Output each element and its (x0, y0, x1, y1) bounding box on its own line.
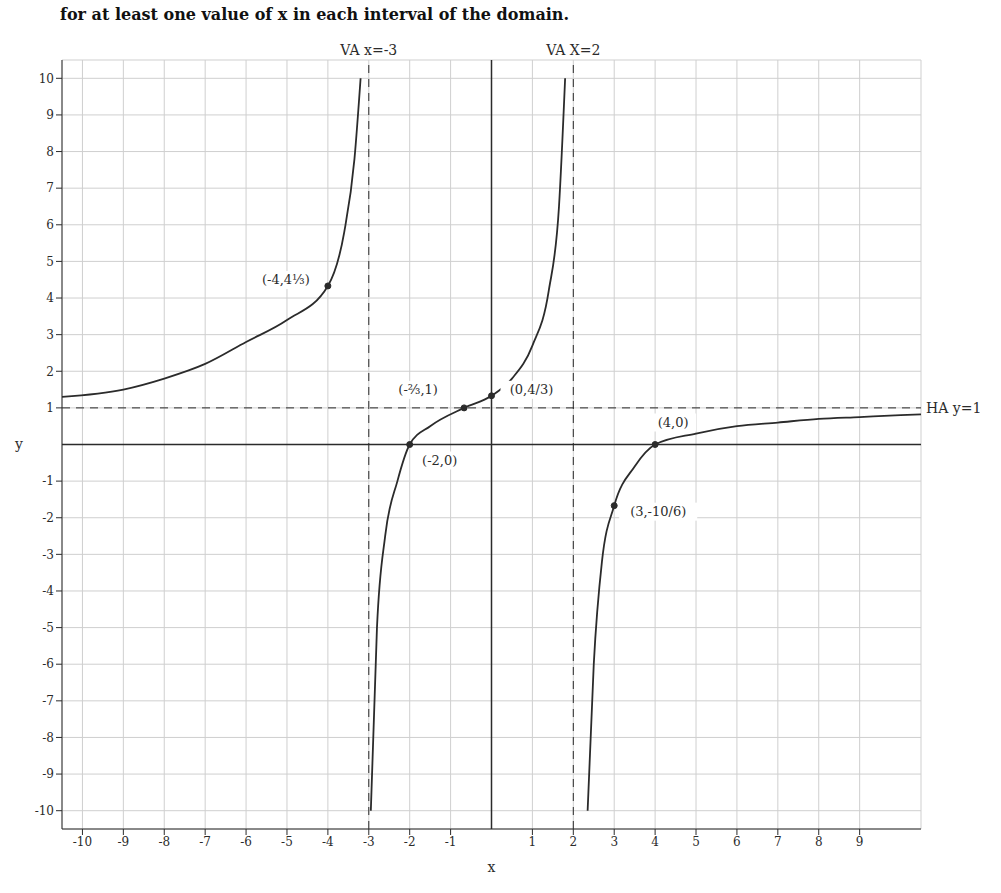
svg-text:-3: -3 (42, 548, 54, 562)
svg-text:4: 4 (651, 835, 659, 849)
svg-text:1: 1 (46, 401, 54, 415)
svg-text:-8: -8 (158, 835, 170, 849)
svg-text:HA y=1: HA y=1 (926, 400, 981, 416)
svg-text:1: 1 (529, 835, 537, 849)
svg-text:-10: -10 (35, 804, 54, 818)
svg-text:10: 10 (39, 72, 54, 86)
svg-text:-4: -4 (42, 584, 54, 598)
svg-text:7: 7 (46, 181, 54, 195)
svg-text:VA X=2: VA X=2 (545, 42, 600, 58)
svg-text:2: 2 (569, 835, 577, 849)
svg-text:6: 6 (46, 218, 54, 232)
svg-text:8: 8 (46, 145, 54, 159)
svg-text:3: 3 (610, 835, 618, 849)
svg-text:-6: -6 (42, 657, 54, 671)
svg-text:x: x (488, 859, 496, 875)
svg-text:3: 3 (46, 328, 54, 342)
svg-text:(0,4/3): (0,4/3) (510, 382, 553, 397)
svg-text:9: 9 (46, 108, 54, 122)
svg-text:-9: -9 (118, 835, 130, 849)
svg-text:7: 7 (774, 835, 782, 849)
svg-text:5: 5 (46, 255, 54, 269)
svg-text:-1: -1 (445, 835, 457, 849)
svg-text:9: 9 (856, 835, 864, 849)
svg-text:-8: -8 (42, 731, 54, 745)
svg-text:-2: -2 (404, 835, 416, 849)
svg-text:y: y (14, 436, 23, 452)
svg-text:2: 2 (46, 365, 54, 379)
svg-text:4: 4 (46, 291, 54, 305)
svg-text:-5: -5 (42, 621, 54, 635)
svg-text:(3,-10/6): (3,-10/6) (630, 504, 686, 519)
svg-text:-5: -5 (281, 835, 293, 849)
svg-text:VA x=-3: VA x=-3 (339, 42, 397, 58)
svg-text:-7: -7 (42, 694, 54, 708)
svg-text:(-4,4⅓): (-4,4⅓) (262, 272, 310, 287)
svg-text:(4,0): (4,0) (658, 415, 689, 430)
svg-text:-2: -2 (42, 511, 54, 525)
html-text:for at least one value of x in: for at least one value of x in each inte… (60, 5, 569, 24)
svg-text:5: 5 (692, 835, 700, 849)
svg-text:-6: -6 (240, 835, 252, 849)
svg-text:(-2,0): (-2,0) (422, 453, 457, 468)
svg-text:-3: -3 (363, 835, 375, 849)
svg-text:-4: -4 (322, 835, 334, 849)
svg-text:-9: -9 (42, 767, 54, 781)
svg-text:-1: -1 (42, 474, 54, 488)
svg-text:6: 6 (733, 835, 741, 849)
svg-text:-7: -7 (199, 835, 211, 849)
svg-text:8: 8 (815, 835, 823, 849)
svg-text:(-⅔,1): (-⅔,1) (398, 382, 438, 397)
svg-text:-10: -10 (73, 835, 92, 849)
